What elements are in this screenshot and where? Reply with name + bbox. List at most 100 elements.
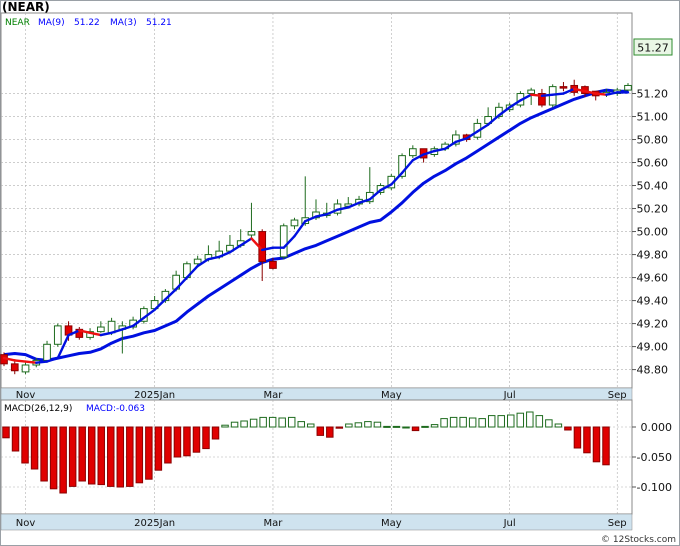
macd-bar (478, 418, 486, 428)
legend-ma9-label: MA(9) (38, 18, 65, 28)
ma3-segment (99, 331, 113, 337)
ma9-polyline (3, 88, 628, 362)
macd-bar (526, 411, 534, 428)
candle-body (269, 260, 277, 269)
ma3-segment (35, 360, 49, 364)
candle-body (10, 363, 19, 372)
macd-x-label: Nov (16, 518, 36, 529)
macd-bar (449, 416, 458, 428)
ma3-segment (390, 171, 404, 186)
macd-bar (383, 425, 391, 428)
price-x-label: Mar (264, 390, 284, 401)
macd-bar (507, 414, 515, 428)
price-tick-label: 49.80 (637, 249, 669, 262)
candle-body (290, 219, 299, 227)
macd-legend-label: MACD: (86, 404, 116, 414)
macd-bar (592, 426, 601, 463)
ma3-segment (217, 251, 232, 259)
ma3-segment (304, 215, 318, 223)
chart-title: (NEAR) (2, 0, 50, 14)
ma3-segment (540, 93, 554, 98)
ma3-segment (443, 140, 458, 150)
macd-bar (240, 420, 248, 428)
ma3-segment (562, 87, 576, 95)
price-x-label: May (381, 390, 402, 401)
ma3-segment (583, 90, 597, 95)
price-date-axis: Nov 2025Jan Mar May Jul Sep (0, 387, 633, 401)
macd-bar (2, 426, 10, 439)
ma3-segment (379, 183, 393, 192)
candle-body (624, 84, 632, 91)
macd-y-axis: 0.000 -0.050 -0.100 (632, 421, 672, 494)
macd-x-label: May (381, 518, 402, 529)
ma3-segment (78, 329, 92, 334)
macd-bar (373, 421, 382, 428)
macd-bar (335, 426, 344, 429)
ma3-segment (411, 153, 425, 162)
macd-bar (259, 416, 267, 428)
ma3-segment (164, 287, 178, 301)
price-panel: 48.80 49.00 49.20 49.40 49.60 49.80 50.00 50.20… (0, 0, 673, 389)
macd-x-label: 2025Jan (134, 518, 175, 529)
macd-bar (535, 415, 544, 428)
macd-bar (326, 426, 334, 438)
macd-bar (297, 421, 305, 428)
candle-body (408, 148, 417, 157)
ma3-segment (314, 213, 328, 218)
macd-bar (116, 426, 125, 488)
macd-bar (487, 415, 496, 428)
ma3-segment (454, 137, 468, 144)
ma3-segment (605, 91, 619, 96)
candle-body (96, 326, 105, 333)
macd-bar (430, 424, 439, 428)
price-tick-label: 51.20 (637, 88, 669, 101)
ma3-segment (174, 276, 189, 291)
ma3-segment (153, 298, 167, 311)
legend-ma3-value: 51.21 (146, 18, 172, 28)
macd-bar (564, 426, 572, 431)
macd-bar (545, 419, 553, 428)
macd-bar (68, 426, 77, 487)
macd-bar (602, 426, 610, 466)
macd-tick-label: -0.050 (637, 451, 672, 464)
ma3-segment (24, 360, 38, 364)
macd-panel: 0.000 -0.050 -0.100 MACD(26,12,9) MACD: -0… (0, 399, 672, 515)
macd-bar (230, 421, 239, 428)
ma3-segment (465, 130, 479, 140)
ma3-segment (325, 208, 339, 216)
legend-ma9-value: 51.22 (74, 18, 100, 28)
macd-bar (97, 426, 105, 486)
price-tick-label: 48.80 (637, 364, 669, 377)
legend-ma3-label: MA(3) (110, 18, 137, 28)
macd-bar (135, 426, 144, 484)
macd-bar (345, 423, 353, 428)
macd-histogram (2, 411, 610, 494)
macd-bar (59, 426, 67, 494)
macd-bar (183, 426, 191, 457)
price-tick-label: 50.40 (637, 180, 669, 193)
macd-bar (459, 416, 467, 428)
ma3-segment (261, 246, 275, 252)
ma3-segment (121, 324, 135, 331)
candle-body (247, 231, 256, 236)
macd-date-band (0, 513, 633, 531)
macd-legend-title: MACD(26,12,9) (4, 404, 72, 414)
macd-bar (554, 423, 563, 428)
macd-x-label: Mar (264, 518, 284, 529)
candle-body (538, 93, 546, 106)
macd-bar (11, 426, 20, 452)
ma3-segment (131, 316, 146, 328)
ma9-line (3, 88, 628, 362)
macd-bar (249, 418, 258, 428)
ma3-segment (250, 237, 264, 252)
macd-bar (411, 426, 420, 432)
price-tick-label: 50.60 (637, 157, 669, 170)
macd-bar (173, 426, 182, 458)
macd-bar (126, 426, 134, 487)
price-tick-label: 51.00 (637, 111, 669, 124)
ma3-segment (357, 198, 371, 205)
price-tick-label: 49.00 (637, 341, 669, 354)
macd-bar (497, 415, 505, 428)
price-tick-label: 49.20 (637, 318, 669, 331)
macd-bar (107, 426, 115, 487)
